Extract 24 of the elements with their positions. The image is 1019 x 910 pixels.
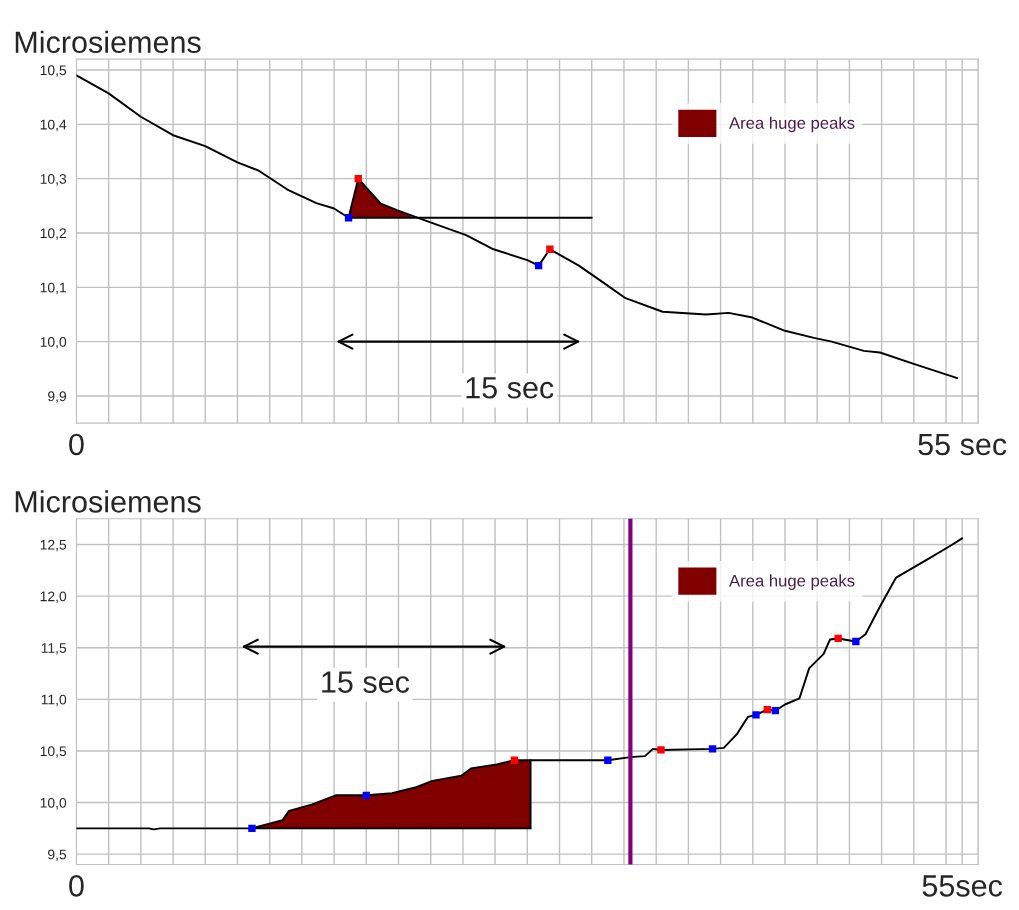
y-tick-label: 10,3 [40, 174, 67, 186]
x-tick-label: 0 [69, 433, 84, 456]
y-tick-label: 10,2 [40, 228, 67, 240]
y-tick-label: 12,5 [40, 539, 67, 552]
annotation: 15 sec [466, 377, 554, 399]
y-tick-label: 9,5 [48, 849, 67, 861]
y-tick-label: 12,0 [40, 591, 67, 603]
y-tick-label: 10,0 [40, 797, 67, 810]
y-tick-label: 10,0 [40, 336, 67, 349]
y-tick-label: 10,4 [40, 119, 67, 132]
y-axis-title: Microsiemens [15, 30, 201, 54]
legend-label: Area huge peaks [729, 116, 855, 133]
y-tick-label: 10,5 [40, 65, 67, 77]
y-axis-title: Microsiemens [15, 490, 201, 513]
x-tick-label: 0 [69, 875, 84, 897]
x-tick-label: 55sec [922, 875, 1003, 897]
annotation: 15 sec [322, 671, 410, 693]
y-tick-label: 9,9 [48, 391, 67, 403]
legend-label: Area huge peaks [729, 574, 855, 590]
y-tick-label: 11,5 [41, 643, 67, 655]
y-tick-label: 10,1 [40, 282, 67, 295]
y-tick-label: 10,5 [40, 746, 67, 758]
y-tick-label: 11,0 [41, 694, 67, 707]
x-tick-label: 55 sec [918, 433, 1007, 456]
